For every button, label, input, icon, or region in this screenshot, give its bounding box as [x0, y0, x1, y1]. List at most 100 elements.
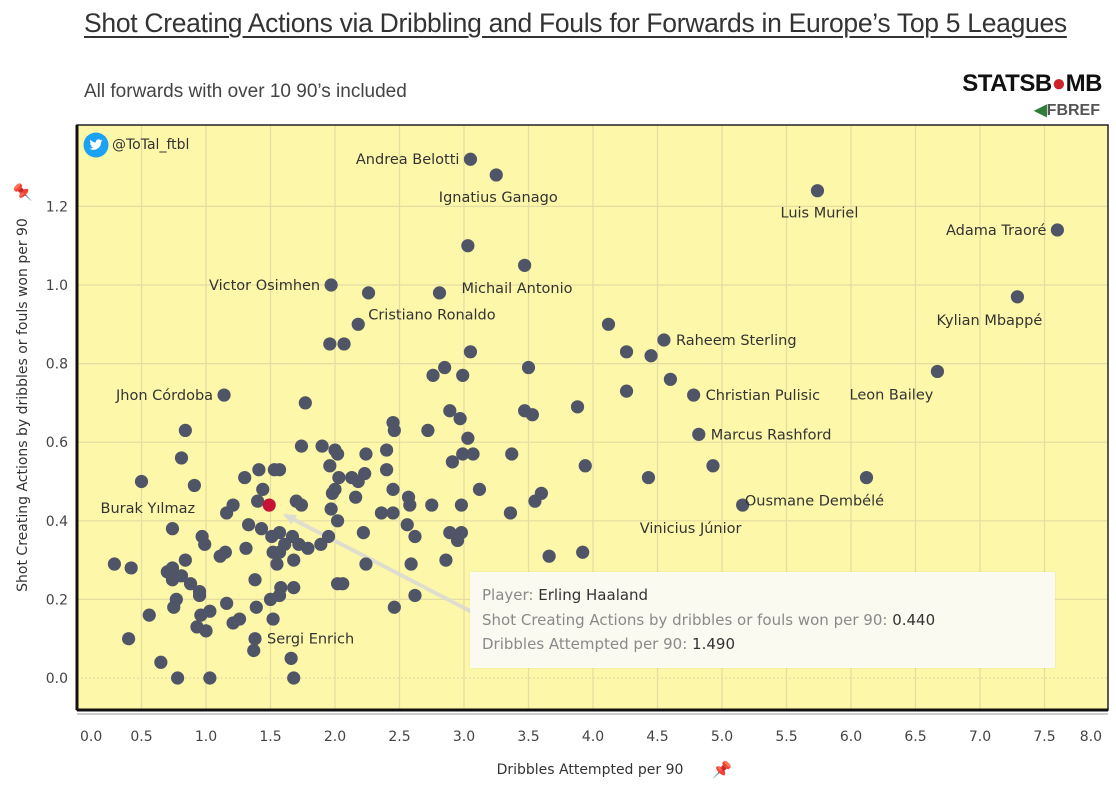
data-point	[421, 423, 435, 438]
x-tick-label: 7.0	[969, 729, 991, 745]
data-point	[525, 408, 539, 422]
y-tick-label: 0.4	[46, 514, 68, 530]
labeled-data-point	[226, 498, 240, 512]
data-point	[454, 498, 469, 512]
tooltip-dribbles-row: Dribbles Attempted per 90: 1.490	[482, 635, 735, 653]
data-point	[192, 588, 207, 603]
data-point	[570, 400, 585, 414]
y-tick-label: 1.0	[46, 278, 68, 294]
data-point	[453, 412, 467, 426]
point-label: Raheem Sterling	[676, 333, 797, 349]
data-point	[165, 522, 180, 536]
labeled-data-point	[930, 364, 945, 379]
y-tick-label: 0.8	[46, 357, 68, 373]
data-point	[461, 239, 475, 253]
data-point	[272, 545, 287, 559]
labeled-data-point	[324, 278, 338, 292]
chart-subtitle: All forwards with over 10 90’s included	[84, 81, 407, 102]
data-point	[165, 573, 180, 587]
data-point	[194, 608, 208, 622]
data-point	[134, 474, 149, 489]
data-point	[330, 447, 345, 461]
data-point	[521, 360, 536, 375]
x-tick-label: 4.5	[646, 729, 668, 745]
labeled-data-point	[859, 470, 874, 485]
tooltip: Player: Erling Haaland Shot Creating Act…	[470, 572, 1055, 668]
data-point	[199, 624, 213, 638]
x-tick-label: 1.5	[259, 729, 281, 745]
data-point	[324, 502, 338, 516]
data-point	[226, 616, 240, 630]
data-point	[321, 529, 336, 544]
tooltip-player-label: Player:	[482, 586, 534, 604]
data-point	[203, 671, 217, 685]
data-point	[356, 525, 370, 540]
data-point	[374, 506, 389, 520]
plot-frame	[75, 124, 1109, 715]
data-point	[461, 431, 475, 445]
labeled-data-point	[657, 333, 671, 347]
y-axis-ticks: 0.0 0.2 0.4 0.6 0.8 1.0 1.2	[46, 199, 68, 687]
data-point	[187, 478, 201, 493]
data-point	[359, 557, 373, 571]
point-label: Vinicius Júnior	[640, 521, 742, 537]
labeled-data-point	[692, 427, 706, 441]
tooltip-sca-label: Shot Creating Actions by dribbles or fou…	[482, 611, 888, 629]
data-point	[249, 600, 263, 614]
data-point	[174, 451, 189, 465]
data-point	[528, 494, 542, 508]
point-label: Leon Bailey	[850, 387, 934, 403]
x-tick-label: 6.5	[904, 729, 926, 745]
data-point	[463, 345, 478, 359]
data-point	[404, 557, 418, 571]
data-point	[466, 447, 480, 461]
data-point	[443, 404, 457, 418]
data-point	[254, 522, 269, 536]
point-label: Jhon Córdoba	[115, 388, 213, 404]
data-point	[107, 557, 122, 571]
data-point	[213, 549, 227, 563]
y-axis-pin-icon[interactable]: 📌	[13, 182, 32, 202]
data-point	[445, 455, 459, 469]
data-point	[272, 588, 287, 603]
fbref-logo: ◀FBREF	[1034, 102, 1100, 119]
tooltip-dribbles-label: Dribbles Attempted per 90:	[482, 635, 688, 653]
data-point	[349, 490, 363, 504]
labeled-data-point	[1050, 223, 1064, 237]
data-point	[315, 439, 329, 453]
data-point	[122, 632, 136, 646]
data-point	[601, 317, 616, 331]
data-point	[387, 600, 401, 614]
data-point	[578, 459, 592, 473]
point-label: Andrea Belotti	[356, 152, 460, 168]
data-point	[336, 577, 350, 591]
data-point	[183, 577, 198, 591]
x-tick-label: 3.5	[517, 729, 539, 745]
point-labels: Andrea Belotti Ignatius Ganago Luis Muriel…	[101, 152, 1047, 647]
data-point	[154, 655, 168, 669]
point-label: Christian Pulisic	[706, 388, 821, 404]
twitter-icon	[83, 132, 109, 158]
x-tick-label: 5.0	[711, 729, 733, 745]
data-point	[332, 470, 346, 485]
x-axis-pin-icon[interactable]: 📌	[712, 760, 732, 779]
data-point	[256, 482, 270, 496]
highlighted-data-point	[262, 498, 276, 512]
data-point	[386, 506, 400, 520]
twitter-handle[interactable]: @ToTal_ftbl	[112, 137, 190, 153]
twitter-credit: @ToTal_ftbl	[83, 132, 189, 158]
data-point	[272, 525, 287, 540]
labeled-data-point	[248, 632, 262, 646]
data-point	[294, 439, 309, 453]
data-point	[287, 671, 301, 685]
point-label: Adama Traoré	[946, 223, 1046, 239]
labeled-data-point	[217, 388, 231, 402]
data-point	[239, 541, 253, 555]
data-point	[387, 423, 401, 438]
labeled-data-point	[687, 388, 701, 402]
data-point	[248, 573, 262, 587]
data-point	[518, 258, 532, 272]
x-tick-label: 5.5	[775, 729, 797, 745]
x-tick-label: 2.0	[324, 729, 346, 745]
data-point	[380, 463, 394, 477]
